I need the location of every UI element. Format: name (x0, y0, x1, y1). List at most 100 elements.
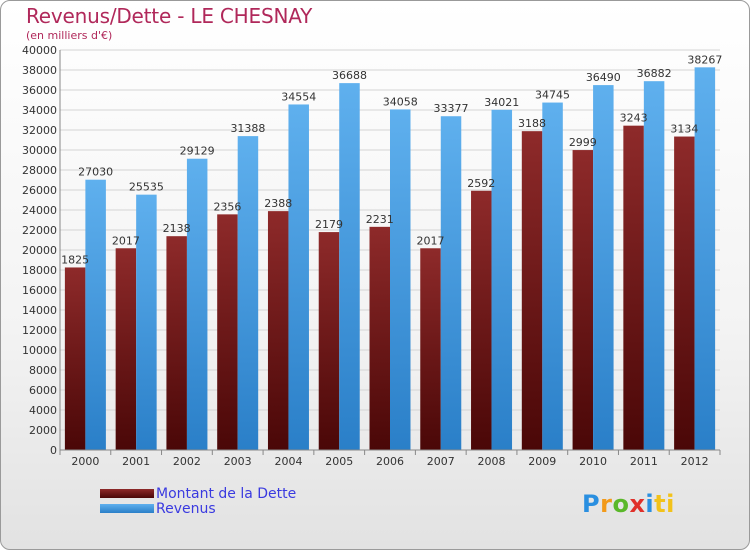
y-tick-label: 12000 (22, 324, 57, 337)
data-label-revenus: 25535 (129, 181, 164, 194)
chart-title: Revenus/Dette - LE CHESNAY (26, 4, 313, 28)
y-tick-label: 2000 (29, 424, 57, 437)
axes: 0 2000 4000 6000 8000 10000 12000 14000 16000 180… (22, 44, 721, 468)
data-label-dette: 1825 (61, 253, 89, 266)
bar-dette (217, 214, 238, 450)
data-label-dette: 2179 (315, 218, 343, 231)
y-tick-label: 26000 (22, 184, 57, 197)
proxiti-logo: Proxiti (582, 490, 675, 518)
y-tick-label: 34000 (22, 104, 57, 117)
data-label-dette: 2138 (163, 222, 191, 235)
y-tick-label: 36000 (22, 84, 57, 97)
legend-item-dette: Montant de la Dette (100, 485, 297, 502)
bar-dette (420, 248, 441, 450)
data-label-dette: 3188 (518, 117, 546, 130)
data-label-dette: 2017 (417, 234, 445, 247)
y-tick-label: 22000 (22, 224, 57, 237)
bar-revenus (288, 104, 309, 451)
y-tick-label: 24000 (22, 204, 57, 217)
bar-revenus (491, 109, 513, 450)
x-tick-label: 2000 (71, 455, 99, 468)
data-labels: 1825 27030 2017 25535 2138 29129 2356 31388 2388… (61, 53, 722, 266)
legend-swatch-dette (100, 489, 154, 498)
y-tick-label: 4000 (29, 404, 57, 417)
y-tick-label: 6000 (29, 384, 57, 397)
x-tick-label: 2002 (173, 455, 201, 468)
y-tick-label: 28000 (22, 164, 57, 177)
legend-swatch-revenus (100, 504, 154, 513)
x-tick-label: 2006 (376, 455, 404, 468)
bar-dette (623, 125, 644, 450)
x-tick-label: 2007 (427, 455, 455, 468)
x-tick-label: 2011 (630, 455, 658, 468)
bar-dette (674, 136, 695, 451)
bar-revenus (136, 194, 157, 450)
bar-dette (64, 267, 86, 450)
bar-revenus (339, 83, 360, 451)
bar-dette (572, 150, 594, 450)
y-tick-label: 18000 (22, 264, 57, 277)
y-tick-label: 10000 (22, 344, 57, 357)
bar-dette (267, 211, 289, 450)
data-label-revenus: 27030 (78, 166, 113, 179)
data-label-dette: 3243 (620, 112, 648, 125)
bars (64, 67, 716, 451)
bar-dette (318, 232, 340, 450)
data-label-revenus: 31388 (230, 122, 265, 135)
bar-dette (521, 131, 543, 451)
data-label-revenus: 34058 (383, 95, 418, 108)
data-label-revenus: 34554 (281, 90, 316, 103)
legend-label-revenus: Revenus (156, 500, 216, 517)
data-label-dette: 3134 (670, 123, 698, 136)
y-tick-label: 0 (50, 444, 57, 457)
bar-dette (115, 248, 137, 450)
y-tick-label: 20000 (22, 244, 57, 257)
data-label-dette: 2356 (213, 200, 241, 213)
y-tick-label: 8000 (29, 364, 57, 377)
data-label-dette: 2592 (467, 177, 495, 190)
bar-revenus (237, 136, 259, 450)
bar-dette (369, 226, 390, 450)
x-tick-label: 2003 (224, 455, 252, 468)
bar-dette (471, 190, 492, 451)
y-tick-label: 32000 (22, 124, 57, 137)
x-tick-label: 2010 (579, 455, 607, 468)
x-tick-label: 2009 (528, 455, 556, 468)
data-label-revenus: 38267 (687, 53, 722, 66)
data-label-dette: 2999 (569, 136, 597, 149)
x-tick-label: 2004 (274, 455, 302, 468)
x-tick-label: 2001 (122, 455, 150, 468)
bar-revenus (694, 67, 716, 450)
chart-subtitle: (en milliers d'€) (26, 29, 113, 42)
legend-label-dette: Montant de la Dette (156, 485, 297, 502)
data-label-dette: 2017 (112, 234, 140, 247)
x-tick-label: 2005 (325, 455, 353, 468)
data-label-revenus: 34745 (535, 89, 570, 102)
bar-revenus (85, 179, 106, 450)
y-tick-label: 14000 (22, 304, 57, 317)
y-tick-label: 38000 (22, 64, 57, 77)
bar-revenus (593, 85, 614, 450)
data-label-revenus: 36688 (332, 69, 367, 82)
bar-revenus (542, 102, 563, 451)
data-label-dette: 2231 (366, 213, 394, 226)
bar-revenus (440, 116, 462, 450)
y-tick-label: 30000 (22, 144, 57, 157)
legend-item-revenus: Revenus (100, 500, 296, 517)
data-label-revenus: 34021 (484, 96, 519, 109)
legend: Montant de la Dette Revenus (100, 485, 297, 517)
bar-revenus (186, 158, 208, 450)
x-tick-label: 2012 (681, 455, 709, 468)
bar-dette (166, 236, 187, 450)
y-tick-label: 40000 (22, 44, 57, 57)
bar-revenus (643, 81, 665, 451)
data-label-dette: 2388 (264, 197, 292, 210)
y-tick-label: 16000 (22, 284, 57, 297)
data-label-revenus: 36490 (586, 71, 621, 84)
data-label-revenus: 36882 (637, 67, 672, 80)
data-label-revenus: 33377 (434, 102, 469, 115)
data-label-revenus: 29129 (180, 145, 215, 158)
x-tick-label: 2008 (478, 455, 506, 468)
bar-revenus (390, 109, 411, 451)
